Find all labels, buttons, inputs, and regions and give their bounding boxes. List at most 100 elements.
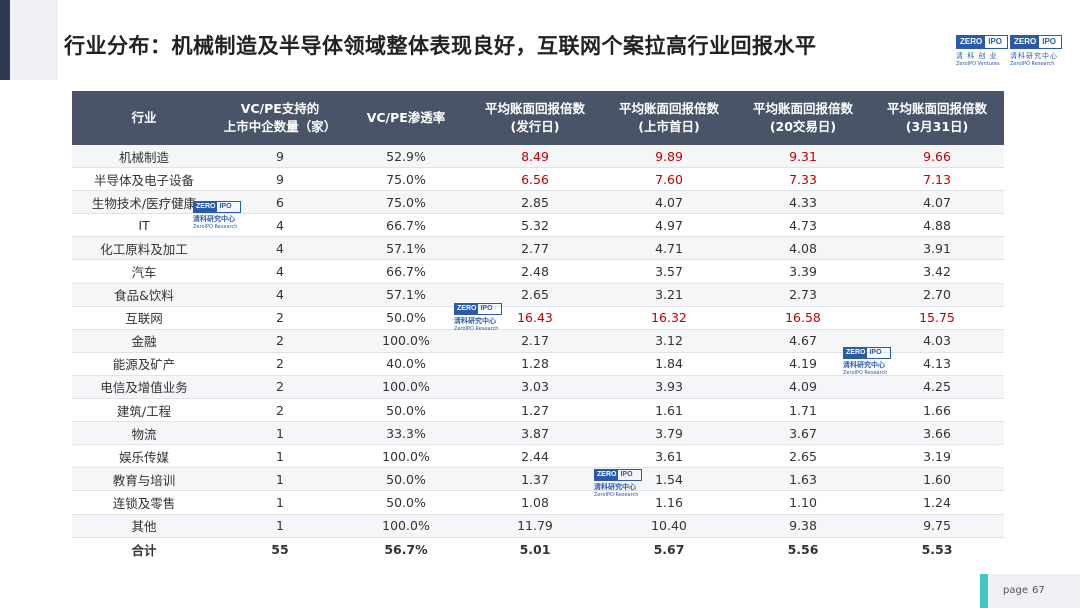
table-cell: 9.66 [870, 145, 1004, 169]
table-cell: 4.97 [602, 213, 736, 238]
table-cell: 2.77 [468, 236, 602, 261]
table-cell: 33.3% [344, 421, 468, 446]
table-cell: 4.71 [602, 236, 736, 261]
table-row: 汽车 4 66.7% 2.48 3.57 3.39 3.42 [72, 259, 1004, 284]
table-cell: 7.60 [602, 167, 736, 192]
table-cell: 1.63 [736, 467, 870, 492]
table-cell: 2.70 [870, 283, 1004, 307]
table-cell: 2 [216, 329, 344, 353]
wm-word-1: ZERO [455, 304, 479, 314]
table-cell: 9.89 [602, 145, 736, 169]
table-cell: 2.65 [736, 444, 870, 469]
table-cell: 4 [216, 283, 344, 307]
total-cell: 56.7% [344, 537, 468, 562]
total-cell: 55 [216, 537, 344, 562]
table-row: 半导体及电子设备 9 75.0% 6.56 7.60 7.33 7.13 [72, 167, 1004, 192]
table-cell: 1.60 [870, 467, 1004, 492]
table-cell: 1 [216, 514, 344, 538]
table-row: 能源及矿产 2 40.0% 1.28 1.84 4.19 4.13 [72, 352, 1004, 376]
industry-cell: 互联网 [72, 306, 216, 330]
industry-cell: 食品&饮料 [72, 283, 216, 307]
table-cell: 9 [216, 145, 344, 169]
column-header: VC/PE支持的 上市中企数量（家） [216, 91, 344, 145]
logo-word-2: IPO [1042, 37, 1057, 46]
wm-en: ZeroIPO Research [843, 370, 888, 376]
table-cell: 4.33 [736, 190, 870, 215]
wm-word-1: ZERO [595, 470, 619, 480]
table-cell: 2.85 [468, 190, 602, 215]
logo-en: ZeroIPO Ventures [956, 61, 1000, 67]
column-header: 平均账面回报倍数 (20交易日) [736, 91, 870, 145]
wm-word-2: IPO [869, 349, 882, 356]
page-number-box [988, 574, 1080, 608]
table-cell: 3.21 [602, 283, 736, 307]
column-header: 平均账面回报倍数 (3月31日) [870, 91, 1004, 145]
table-cell: 1.28 [468, 352, 602, 376]
page-number: 67 [1032, 585, 1045, 596]
table-cell: 1 [216, 467, 344, 492]
table-row: 娱乐传媒 1 100.0% 2.44 3.61 2.65 3.19 [72, 444, 1004, 469]
table-row: 教育与培训 1 50.0% 1.37 1.54 1.63 1.60 [72, 467, 1004, 492]
table-cell: 100.0% [344, 514, 468, 538]
table-cell: 2 [216, 398, 344, 423]
industry-cell: 生物技术/医疗健康 [72, 190, 216, 215]
industry-cell: 其他 [72, 514, 216, 538]
table-cell: 50.0% [344, 398, 468, 423]
table-cell: 4.07 [870, 190, 1004, 215]
table-cell: 5.32 [468, 213, 602, 238]
table-cell: 3.79 [602, 421, 736, 446]
column-header: 平均账面回报倍数 (上市首日) [602, 91, 736, 145]
table-cell: 8.49 [468, 145, 602, 169]
table-cell: 11.79 [468, 514, 602, 538]
wm-en: ZeroIPO Research [454, 326, 499, 332]
zeroipo-ventures-logo: ZERO IPO 清 科 创 业 ZeroIPO Ventures [956, 35, 1008, 67]
table-row: 其他 1 100.0% 11.79 10.40 9.38 9.75 [72, 514, 1004, 538]
total-cell: 5.53 [870, 537, 1004, 562]
table-cell: 7.33 [736, 167, 870, 192]
wm-word-2: IPO [620, 471, 633, 478]
table-cell: 3.87 [468, 421, 602, 446]
table-cell: 1 [216, 421, 344, 446]
table-row: 食品&饮料 4 57.1% 2.65 3.21 2.73 2.70 [72, 283, 1004, 307]
column-header: 平均账面回报倍数 (发行日) [468, 91, 602, 145]
table-cell: 15.75 [870, 306, 1004, 330]
wm-en: ZeroIPO Research [594, 492, 639, 498]
logo-en: ZeroIPO Research [1010, 61, 1055, 67]
column-header: VC/PE渗透率 [344, 91, 468, 145]
table-cell: 100.0% [344, 329, 468, 353]
table-cell: 3.42 [870, 259, 1004, 284]
industry-cell: 电信及增值业务 [72, 375, 216, 400]
page-title: 行业分布：机械制造及半导体领域整体表现良好，互联网个案拉高行业回报水平 [64, 34, 817, 58]
table-cell: 4.08 [736, 236, 870, 261]
table-cell: 1.08 [468, 490, 602, 515]
table-cell: 10.40 [602, 514, 736, 538]
table-cell: 2.73 [736, 283, 870, 307]
table-cell: 4.19 [736, 352, 870, 376]
table-cell: 9 [216, 167, 344, 192]
table-total-row: 合计 55 56.7% 5.01 5.67 5.56 5.53 [72, 537, 1004, 562]
table-cell: 2.44 [468, 444, 602, 469]
table-cell: 7.13 [870, 167, 1004, 192]
table-cell: 2.48 [468, 259, 602, 284]
table-cell: 1.84 [602, 352, 736, 376]
table-cell: 1.27 [468, 398, 602, 423]
wm-word-2: IPO [480, 305, 493, 312]
table-cell: 52.9% [344, 145, 468, 169]
wm-word-2: IPO [219, 203, 232, 210]
table-cell: 57.1% [344, 283, 468, 307]
industry-cell: 娱乐传媒 [72, 444, 216, 469]
table-cell: 2 [216, 352, 344, 376]
table-cell: 4.88 [870, 213, 1004, 238]
table-cell: 4 [216, 259, 344, 284]
table-cell: 100.0% [344, 375, 468, 400]
table-cell: 66.7% [344, 259, 468, 284]
industry-cell: 化工原料及加工 [72, 236, 216, 261]
table-cell: 40.0% [344, 352, 468, 376]
total-cell: 5.67 [602, 537, 736, 562]
watermark-logo: ZERO IPO 清科研究中心 ZeroIPO Research [193, 201, 245, 230]
watermark-logo: ZERO IPO 清科研究中心 ZeroIPO Research [843, 347, 895, 376]
table-cell: 1.66 [870, 398, 1004, 423]
table-cell: 3.93 [602, 375, 736, 400]
table-cell: 1.71 [736, 398, 870, 423]
table-row: 电信及增值业务 2 100.0% 3.03 3.93 4.09 4.25 [72, 375, 1004, 400]
